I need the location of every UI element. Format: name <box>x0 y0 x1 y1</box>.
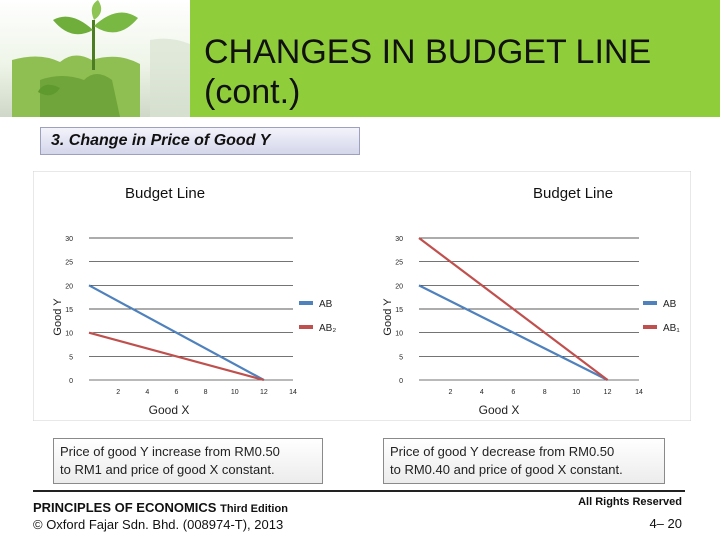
x-axis-label: Good X <box>479 403 520 417</box>
legend-swatch <box>299 301 313 305</box>
x-tick-label: 10 <box>231 389 239 396</box>
book-edition: Third Edition <box>220 503 288 515</box>
footer-credits: PRINCIPLES OF ECONOMICS Third Edition © … <box>33 500 288 532</box>
x-tick-label: 14 <box>635 389 643 396</box>
x-tick-label: 8 <box>543 389 547 396</box>
series-line <box>418 284 609 381</box>
y-tick-label: 25 <box>395 260 403 267</box>
caption-price-increase: Price of good Y increase from RM0.50 to … <box>53 438 323 484</box>
y-tick-label: 20 <box>395 283 403 290</box>
legend-label: AB <box>663 299 677 310</box>
y-tick-label: 25 <box>65 260 73 267</box>
y-axis-label: Good Y <box>382 298 394 336</box>
title-line-1: CHANGES IN BUDGET LINE <box>204 33 652 71</box>
x-tick-label: 6 <box>511 389 515 396</box>
caption-line: Price of good Y increase from RM0.50 <box>60 444 280 459</box>
x-tick-label: 4 <box>480 389 484 396</box>
x-tick-label: 8 <box>204 389 208 396</box>
x-tick-label: 12 <box>604 389 612 396</box>
x-axis-label: Good X <box>149 403 190 417</box>
x-tick-label: 6 <box>174 389 178 396</box>
slide-title: CHANGES IN BUDGET LINE (cont.) <box>188 0 720 117</box>
chart-title: Budget Line <box>533 185 613 202</box>
legend-label: AB₁ <box>663 323 680 334</box>
y-tick-label: 30 <box>395 236 403 243</box>
x-tick-label: 10 <box>572 389 580 396</box>
plant-puzzle-icon <box>12 0 190 117</box>
legend-label: AB <box>319 299 333 310</box>
y-tick-label: 10 <box>65 331 73 338</box>
legend-label: AB₂ <box>319 323 336 334</box>
caption-line: to RM0.40 and price of good X constant. <box>390 462 623 477</box>
y-tick-label: 20 <box>65 283 73 290</box>
title-line-2: (cont.) <box>204 73 301 111</box>
x-tick-label: 4 <box>145 389 149 396</box>
caption-line: Price of good Y decrease from RM0.50 <box>390 444 615 459</box>
y-tick-label: 30 <box>65 236 73 243</box>
rights-notice: All Rights Reserved <box>578 496 682 508</box>
plant-puzzle-image <box>0 0 190 117</box>
chart-price-decrease: Budget Line 0 5 10 15 20 25 30 2 4 6 8 10 12 14 Good Y G… <box>382 185 680 417</box>
caption-line: to RM1 and price of good X constant. <box>60 462 275 477</box>
section-heading: 3. Change in Price of Good Y <box>51 132 271 149</box>
footer-divider <box>33 490 685 492</box>
y-tick-label: 0 <box>69 378 73 385</box>
legend-swatch <box>643 325 657 329</box>
chart-price-increase: Budget Line 0 5 10 15 20 25 30 2 4 6 8 10 12 14 Good Y G… <box>52 185 336 417</box>
series-line <box>88 284 265 381</box>
y-tick-label: 15 <box>65 307 73 314</box>
legend-swatch <box>643 301 657 305</box>
y-tick-label: 5 <box>69 354 73 361</box>
chart-title: Budget Line <box>125 185 205 202</box>
caption-price-decrease: Price of good Y decrease from RM0.50 to … <box>383 438 665 484</box>
y-tick-label: 5 <box>399 354 403 361</box>
x-tick-label: 2 <box>448 389 452 396</box>
y-tick-label: 15 <box>395 307 403 314</box>
page-number: 4– 20 <box>649 516 682 531</box>
x-tick-label: 12 <box>260 389 268 396</box>
y-tick-label: 10 <box>395 331 403 338</box>
y-tick-label: 0 <box>399 378 403 385</box>
x-tick-label: 14 <box>289 389 297 396</box>
series-line <box>88 331 265 382</box>
section-heading-box: 3. Change in Price of Good Y <box>40 127 360 155</box>
x-tick-label: 2 <box>116 389 120 396</box>
series-line <box>418 237 609 381</box>
y-axis-label: Good Y <box>52 298 64 336</box>
legend-swatch <box>299 325 313 329</box>
copyright-text: © Oxford Fajar Sdn. Bhd. (008974-T), 201… <box>33 517 284 532</box>
book-title: PRINCIPLES OF ECONOMICS <box>33 500 217 515</box>
header-banner: CHANGES IN BUDGET LINE (cont.) <box>0 0 720 117</box>
